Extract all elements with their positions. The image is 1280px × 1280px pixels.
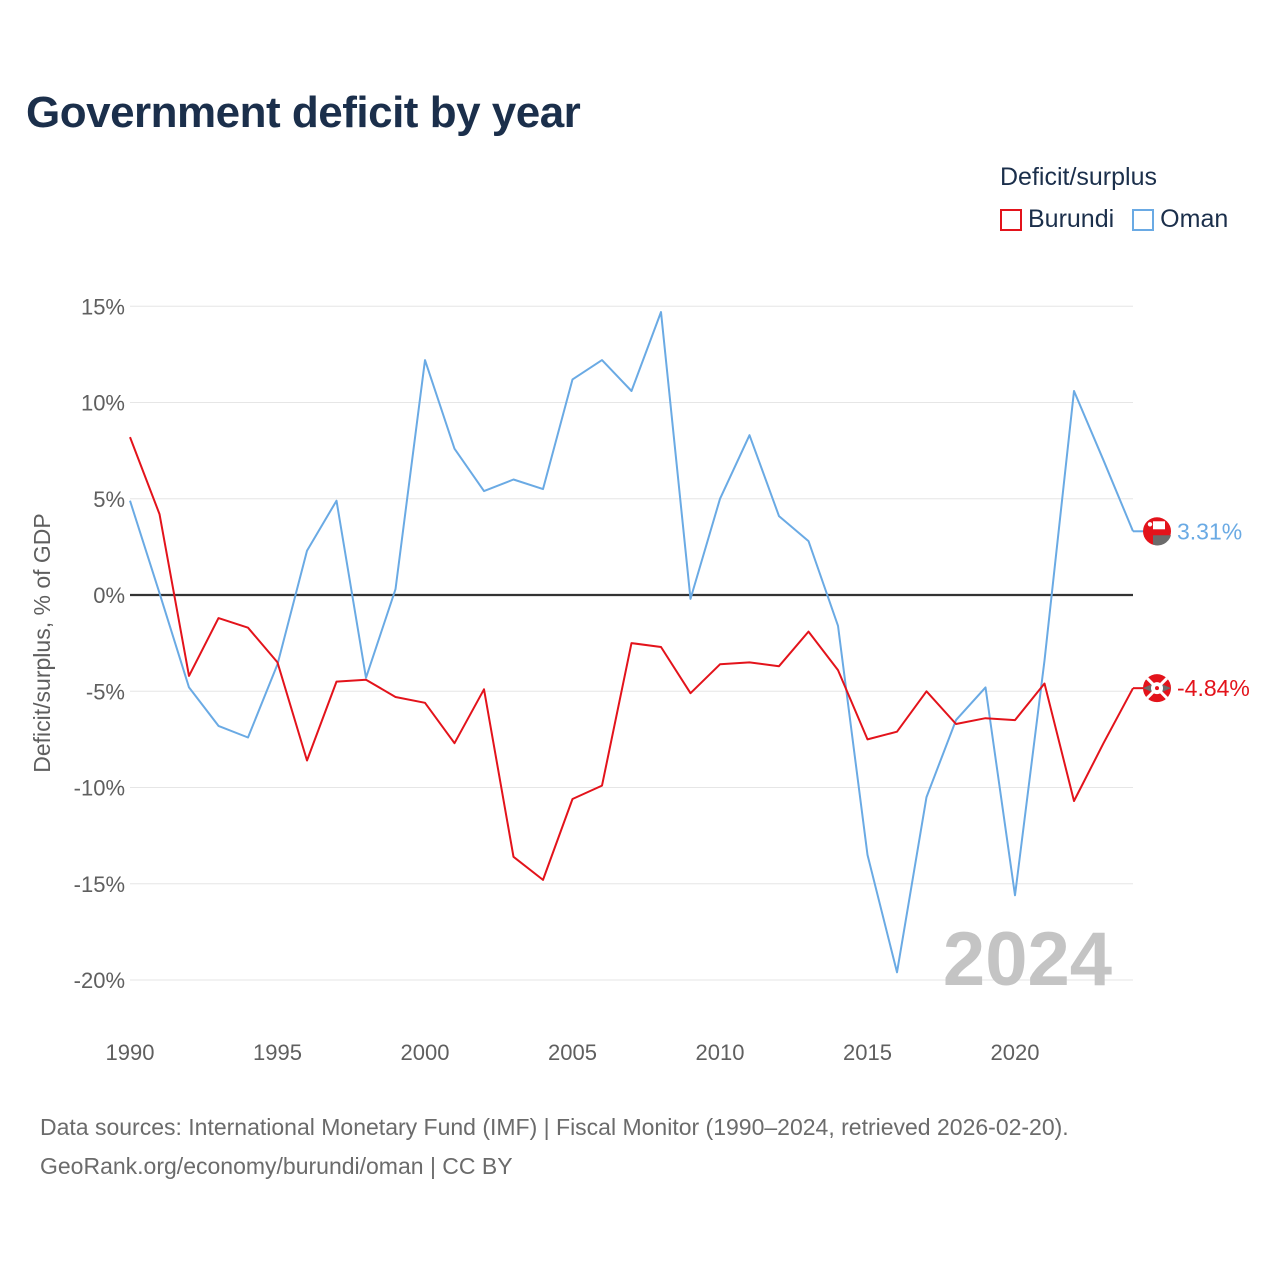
legend-swatch-burundi — [1000, 208, 1022, 231]
flag-emblem — [1147, 522, 1153, 527]
y-axis-ticks: 15% 10% 5% 0% -5% -10% -15% -20% — [74, 294, 125, 993]
x-axis-ticks: 1990 1995 2000 2005 2010 2015 2020 — [106, 1040, 1040, 1065]
end-label-oman: 3.31% — [1177, 518, 1242, 544]
series-line-burundi — [129, 436, 1134, 881]
legend-item-burundi[interactable]: Burundi — [1000, 205, 1114, 234]
x-tick-label: 1995 — [253, 1040, 302, 1065]
y-tick-label: -20% — [74, 968, 125, 993]
flag-star — [1155, 686, 1159, 691]
gridlines — [130, 305, 1133, 981]
flag-icon-oman — [1143, 517, 1171, 546]
legend-label-oman: Oman — [1160, 205, 1229, 233]
end-label-burundi: -4.84% — [1177, 675, 1250, 701]
x-tick-label: 2005 — [548, 1040, 597, 1065]
y-tick-label: 0% — [93, 583, 125, 608]
series-line-oman — [129, 311, 1134, 974]
x-tick-label: 1990 — [106, 1040, 155, 1065]
y-tick-label: -5% — [86, 679, 125, 704]
legend: Burundi Oman — [1000, 205, 1246, 234]
legend-label-burundi: Burundi — [1028, 205, 1115, 233]
y-tick-label: -10% — [74, 776, 125, 801]
flag-white-band — [1153, 521, 1165, 530]
x-tick-label: 2000 — [401, 1040, 450, 1065]
x-tick-label: 2010 — [696, 1040, 745, 1065]
x-tick-label: 2020 — [991, 1040, 1040, 1065]
source-line-2: GeoRank.org/economy/burundi/oman | CC BY — [40, 1153, 513, 1179]
end-markers: -4.84% 3.31% — [1133, 517, 1250, 703]
source-note: Data sources: International Monetary Fun… — [40, 1108, 1069, 1186]
source-line-1: Data sources: International Monetary Fun… — [40, 1114, 1069, 1140]
y-tick-label: 5% — [93, 487, 125, 512]
flag-grey-band — [1153, 535, 1171, 546]
legend-title: Deficit/surplus — [1000, 163, 1157, 191]
year-watermark: 2024 — [943, 917, 1112, 1002]
chart-title: Government deficit by year — [26, 88, 581, 137]
x-tick-label: 2015 — [843, 1040, 892, 1065]
y-tick-label: 15% — [81, 294, 125, 319]
series-lines — [129, 311, 1134, 974]
y-axis-title: Deficit/surplus, % of GDP — [29, 513, 55, 772]
flag-icon-burundi — [1143, 674, 1171, 703]
y-tick-label: -15% — [74, 872, 125, 897]
legend-item-oman[interactable]: Oman — [1132, 205, 1228, 234]
legend-swatch-oman — [1132, 208, 1155, 231]
y-tick-label: 10% — [81, 391, 125, 416]
